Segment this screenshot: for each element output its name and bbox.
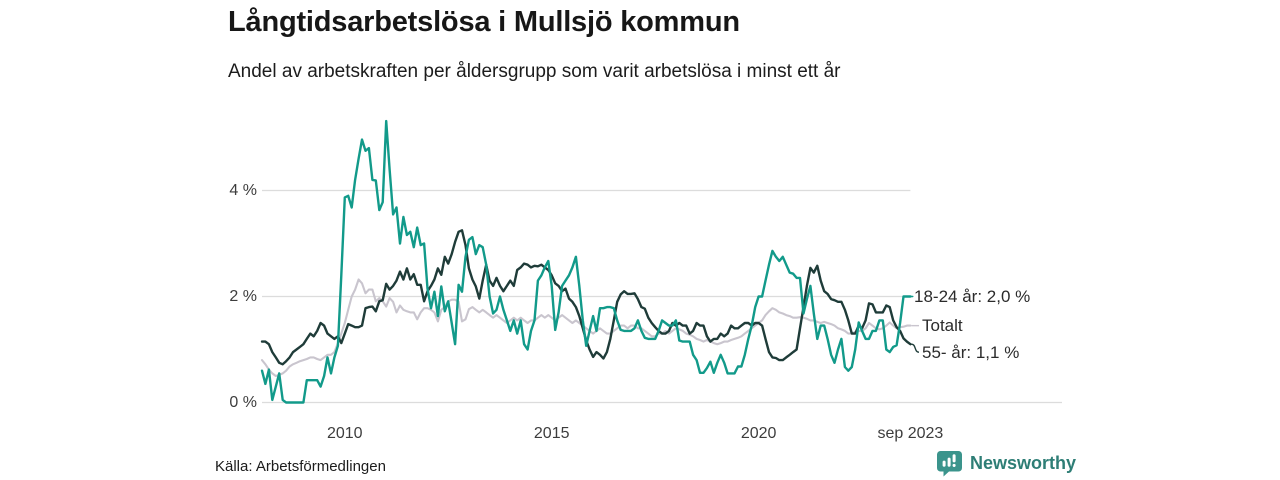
y-axis-tick-4: 4 % (229, 182, 257, 199)
x-axis-tick-2010: 2010 (326, 425, 363, 442)
y-axis-tick-2: 2 % (229, 288, 257, 305)
x-axis-tick-2015: 2015 (533, 425, 570, 442)
label-connector-55--år (911, 343, 920, 353)
series-line-18-24-år (260, 119, 912, 404)
chart-subtitle: Andel av arbetskraften per åldersgrupp s… (228, 61, 841, 82)
series-end-label-55: 55- år: 1,1 % (922, 342, 1020, 362)
newsworthy-logo-icon (937, 451, 962, 477)
series-end-label-18-24: 18-24 år: 2,0 % (914, 287, 1031, 306)
page-title: Långtidsarbetslösa i Mullsjö kommun (228, 6, 740, 38)
x-axis-tick-2020: 2020 (740, 425, 777, 442)
newsworthy-brand: Newsworthy (936, 450, 1076, 477)
newsworthy-wordmark: Newsworthy (970, 453, 1077, 473)
y-axis-tick-0: 0 % (229, 394, 257, 411)
series-end-label-totalt: Totalt (922, 316, 963, 336)
source-attribution: Källa: Arbetsförmedlingen (215, 458, 386, 475)
x-axis-tick-sep-2023: sep 2023 (877, 425, 944, 442)
